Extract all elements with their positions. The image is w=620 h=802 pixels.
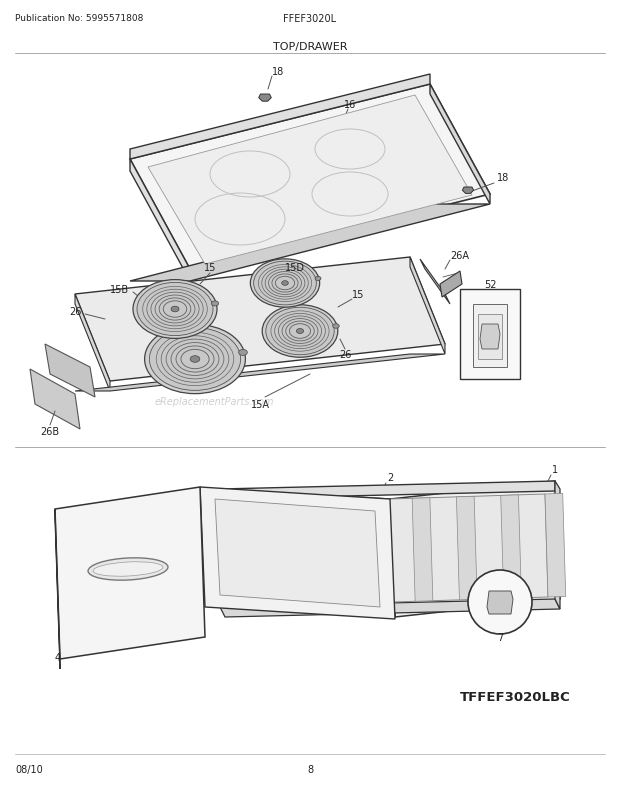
Polygon shape — [75, 257, 445, 382]
Polygon shape — [390, 481, 560, 618]
Polygon shape — [460, 290, 520, 379]
Text: 4: 4 — [55, 652, 61, 662]
Ellipse shape — [93, 562, 163, 577]
Ellipse shape — [296, 329, 304, 334]
Ellipse shape — [149, 328, 241, 391]
Polygon shape — [487, 591, 513, 614]
Polygon shape — [456, 496, 477, 600]
Polygon shape — [130, 205, 490, 282]
Text: 26: 26 — [69, 306, 81, 317]
Ellipse shape — [171, 307, 179, 313]
Polygon shape — [410, 257, 445, 354]
Polygon shape — [130, 160, 190, 282]
Polygon shape — [220, 599, 560, 618]
Polygon shape — [75, 354, 445, 391]
Polygon shape — [148, 96, 472, 265]
Polygon shape — [45, 345, 95, 398]
Polygon shape — [220, 481, 555, 500]
Text: TFFEF3020LBC: TFFEF3020LBC — [460, 691, 571, 703]
Ellipse shape — [88, 558, 168, 581]
Polygon shape — [259, 95, 272, 102]
Text: 52: 52 — [484, 280, 496, 290]
Text: 18: 18 — [272, 67, 284, 77]
Ellipse shape — [190, 356, 200, 363]
Polygon shape — [130, 85, 490, 269]
Polygon shape — [480, 325, 500, 350]
Polygon shape — [30, 370, 80, 429]
Text: 15A: 15A — [250, 399, 270, 410]
Text: 15: 15 — [352, 290, 364, 300]
Polygon shape — [501, 496, 521, 598]
Polygon shape — [55, 509, 60, 669]
Polygon shape — [555, 481, 560, 610]
Text: TOP/DRAWER: TOP/DRAWER — [273, 42, 347, 52]
Ellipse shape — [266, 308, 334, 355]
Text: eReplacementParts.com: eReplacementParts.com — [155, 396, 275, 407]
Polygon shape — [420, 260, 450, 305]
Ellipse shape — [262, 306, 338, 358]
Polygon shape — [130, 75, 430, 160]
Text: 2: 2 — [387, 472, 393, 482]
Text: 18: 18 — [497, 172, 509, 183]
Text: 16: 16 — [344, 100, 356, 110]
Text: 08/10: 08/10 — [15, 764, 43, 774]
Text: 15: 15 — [204, 263, 216, 273]
Circle shape — [468, 570, 532, 634]
Text: 26B: 26B — [40, 427, 60, 436]
Text: 26: 26 — [339, 350, 351, 359]
Ellipse shape — [250, 260, 320, 308]
Text: 7: 7 — [497, 632, 503, 642]
Text: 15D: 15D — [285, 263, 305, 273]
Polygon shape — [478, 314, 502, 359]
Ellipse shape — [137, 283, 213, 336]
Polygon shape — [220, 489, 395, 618]
Polygon shape — [55, 488, 205, 659]
Ellipse shape — [211, 302, 219, 306]
Polygon shape — [235, 504, 255, 607]
Polygon shape — [235, 494, 548, 607]
Polygon shape — [430, 85, 490, 205]
Ellipse shape — [254, 261, 316, 306]
Polygon shape — [463, 188, 474, 194]
Polygon shape — [215, 500, 380, 607]
Ellipse shape — [315, 277, 321, 282]
Ellipse shape — [281, 282, 288, 286]
Ellipse shape — [144, 325, 246, 394]
Text: Publication No: 5995571808: Publication No: 5995571808 — [15, 14, 143, 23]
Polygon shape — [324, 501, 344, 605]
Polygon shape — [75, 294, 110, 391]
Text: 1: 1 — [552, 464, 558, 475]
Ellipse shape — [239, 350, 247, 356]
Polygon shape — [440, 272, 462, 298]
Text: 8: 8 — [307, 764, 313, 774]
Polygon shape — [473, 305, 507, 367]
Text: FFEF3020L: FFEF3020L — [283, 14, 337, 24]
Text: 15B: 15B — [110, 285, 130, 294]
Polygon shape — [200, 488, 395, 619]
Polygon shape — [412, 498, 433, 602]
Polygon shape — [279, 502, 300, 606]
Polygon shape — [368, 500, 389, 603]
Polygon shape — [545, 494, 565, 597]
Ellipse shape — [333, 324, 339, 329]
Text: 26A: 26A — [450, 251, 469, 261]
Ellipse shape — [133, 280, 217, 339]
